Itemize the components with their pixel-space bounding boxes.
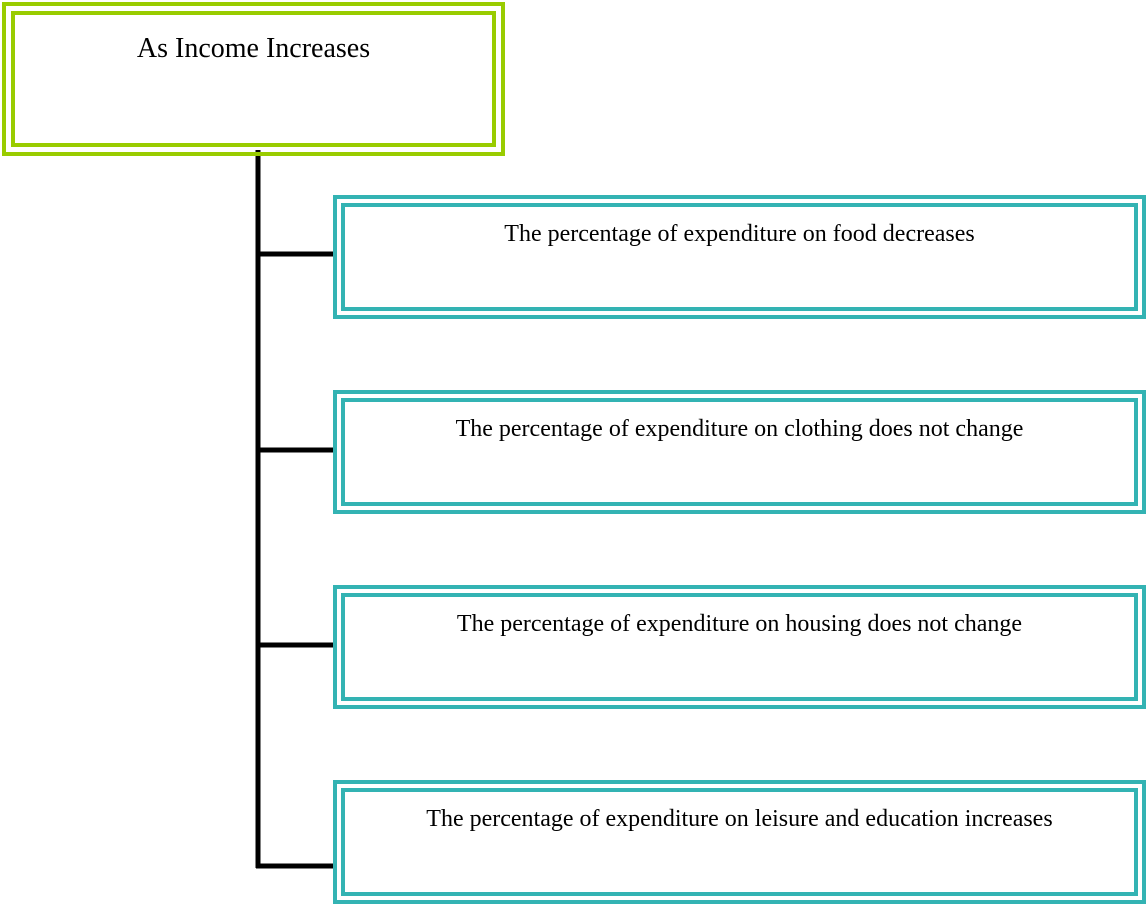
node-box: The percentage of expenditure on housing… bbox=[333, 585, 1146, 709]
node-box: The percentage of expenditure on clothin… bbox=[333, 390, 1146, 514]
root-box: As Income Increases bbox=[2, 2, 505, 156]
node-box: The percentage of expenditure on food de… bbox=[333, 195, 1146, 319]
node-box: The percentage of expenditure on leisure… bbox=[333, 780, 1146, 904]
